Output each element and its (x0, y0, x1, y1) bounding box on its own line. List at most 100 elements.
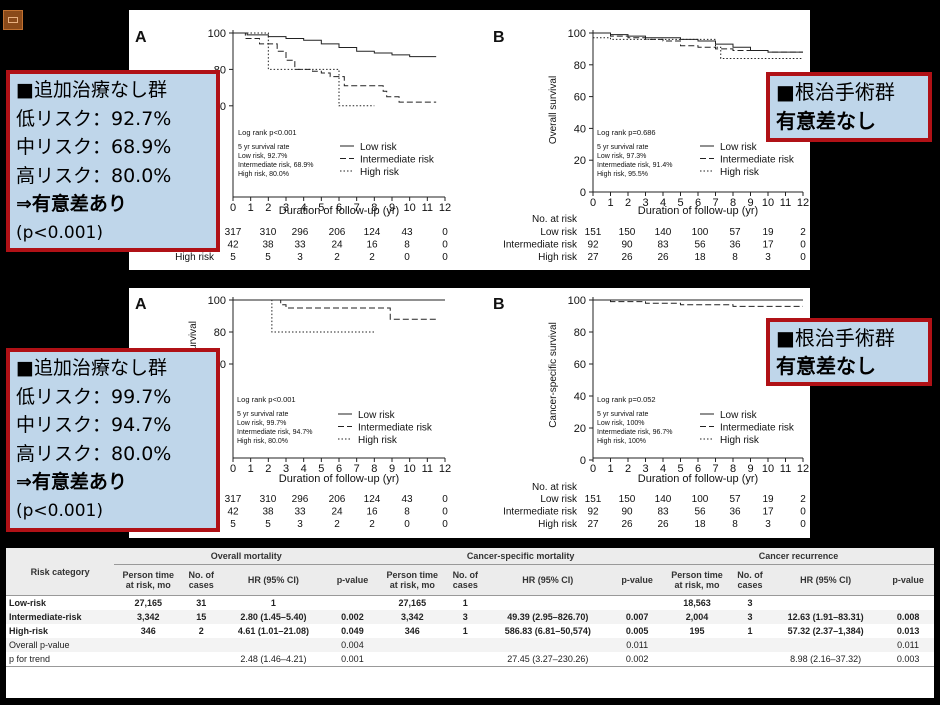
survival-rate-text: Intermediate risk, 94.7% (237, 429, 312, 436)
y-tick-label: 20 (574, 155, 586, 167)
at-risk-row-label: High risk (175, 252, 215, 263)
at-risk-value: 17 (762, 507, 774, 518)
col-header: Person time at risk, mo (114, 564, 183, 596)
at-risk-header: No. at risk (532, 482, 578, 493)
at-risk-value: 206 (329, 494, 346, 505)
at-risk-value: 56 (694, 507, 706, 518)
legend-label: High risk (360, 167, 400, 178)
col-header: Person time at risk, mo (378, 564, 447, 596)
callout-line: 中リスク：94.7% (16, 414, 172, 436)
survival-rate-text: High risk, 80.0% (237, 438, 288, 445)
y-tick-label: 100 (568, 28, 586, 40)
at-risk-row-label: Low risk (540, 227, 578, 238)
at-risk-value: 140 (655, 494, 672, 505)
callout-surgery-2: ■根治手術群 有意差なし (766, 318, 932, 386)
logrank-text: Log rank p<0.001 (238, 128, 297, 137)
at-risk-value: 2 (334, 252, 340, 263)
y-tick-label: 100 (208, 28, 226, 40)
col-header: No. of cases (182, 564, 221, 596)
table-cell (731, 638, 770, 652)
at-risk-value: 36 (729, 240, 741, 251)
at-risk-value: 8 (404, 240, 410, 251)
at-risk-value: 18 (694, 519, 706, 530)
table-cell (182, 652, 221, 667)
x-tick-label: 2 (625, 463, 631, 475)
legend-label: Intermediate risk (720, 423, 795, 434)
table-cell: 0.004 (326, 638, 379, 652)
panel-label: A (135, 29, 147, 46)
table-cell: 4.61 (1.01–21.08) (237, 626, 309, 636)
at-risk-row-label: Intermediate risk (503, 240, 578, 251)
at-risk-value: 150 (619, 494, 636, 505)
x-tick-label: 5 (677, 463, 683, 475)
at-risk-value: 33 (294, 507, 306, 518)
table-cell: 0.002 (611, 652, 664, 667)
x-tick-label: 7 (354, 202, 360, 214)
col-header: p-value (326, 564, 379, 596)
survival-rate-text: High risk, 100% (597, 438, 646, 445)
legend-label: Low risk (360, 142, 398, 153)
x-tick-label: 6 (695, 197, 701, 209)
x-tick-label: 8 (730, 197, 736, 209)
table-cell: 1 (270, 598, 276, 608)
row-label: High-risk (9, 626, 49, 636)
table-cell: 31 (196, 598, 207, 608)
x-tick-label: 0 (230, 202, 236, 214)
logrank-text: Log rank p=0.052 (597, 395, 656, 404)
at-risk-value: 296 (292, 494, 309, 505)
x-tick-label: 7 (354, 463, 360, 475)
at-risk-value: 310 (260, 227, 277, 238)
at-risk-value: 3 (765, 519, 771, 530)
table-cell (484, 638, 612, 652)
at-risk-value: 317 (225, 494, 242, 505)
survival-curve-high-risk (233, 299, 375, 333)
callout-line: 有意差なし (776, 109, 876, 133)
table-cell: 57.32 (2.37–1,384) (787, 626, 864, 636)
legend-label: Low risk (720, 410, 758, 421)
table-cell: 3,342 (378, 610, 447, 624)
at-risk-value: 16 (366, 507, 378, 518)
at-risk-value: 26 (657, 252, 669, 263)
table-cell (663, 638, 732, 652)
at-risk-value: 2 (800, 494, 806, 505)
table-cell (114, 638, 183, 652)
at-risk-value: 0 (442, 507, 448, 518)
y-tick-label: 40 (574, 391, 586, 403)
x-tick-label: 2 (265, 463, 271, 475)
x-tick-label: 7 (712, 463, 718, 475)
survival-rate-text: Low risk, 97.3% (597, 153, 646, 160)
table-cell: 0.002 (326, 610, 379, 624)
table-cell: 346 (404, 626, 420, 636)
legend-label: High risk (720, 435, 760, 446)
at-risk-value: 124 (364, 494, 381, 505)
x-tick-label: 4 (660, 197, 666, 209)
x-axis-label: Duration of follow-up (yr) (638, 473, 758, 485)
callout-line: 低リスク：99.7% (16, 385, 172, 408)
x-tick-label: 12 (439, 202, 451, 214)
at-risk-value: 3 (297, 519, 303, 530)
x-tick-label: 3 (642, 463, 648, 475)
table-cell (446, 638, 485, 652)
survival-rate-text: Intermediate risk, 91.4% (597, 162, 672, 169)
at-risk-value: 151 (585, 227, 602, 238)
x-tick-label: 3 (283, 463, 289, 475)
col-header: HR (95% CI) (484, 564, 612, 596)
y-tick-label: 80 (574, 327, 586, 339)
x-tick-label: 8 (730, 463, 736, 475)
x-axis-label: Duration of follow-up (yr) (638, 205, 758, 217)
survival-rate-text: Low risk, 99.7% (237, 420, 286, 427)
at-risk-value: 90 (621, 240, 633, 251)
at-risk-value: 17 (762, 240, 774, 251)
survival-rate-text: 5 yr survival rate (597, 411, 648, 418)
at-risk-value: 0 (442, 252, 448, 263)
at-risk-value: 310 (260, 494, 277, 505)
survival-curve-high-risk (593, 37, 803, 59)
table-cell: 586.83 (6.81–50,574) (504, 626, 591, 636)
at-risk-value: 92 (587, 507, 599, 518)
row-label: Low-risk (9, 598, 47, 608)
slide-logo-icon (3, 10, 23, 30)
x-tick-label: 12 (797, 463, 809, 475)
table-cell (114, 652, 183, 667)
hazard-ratio-table: Risk category Overall mortality Cancer-s… (6, 548, 934, 698)
table-row: p for trend 2.48 (1.46–4.21) 0.001 27.45 (3… (6, 652, 934, 667)
